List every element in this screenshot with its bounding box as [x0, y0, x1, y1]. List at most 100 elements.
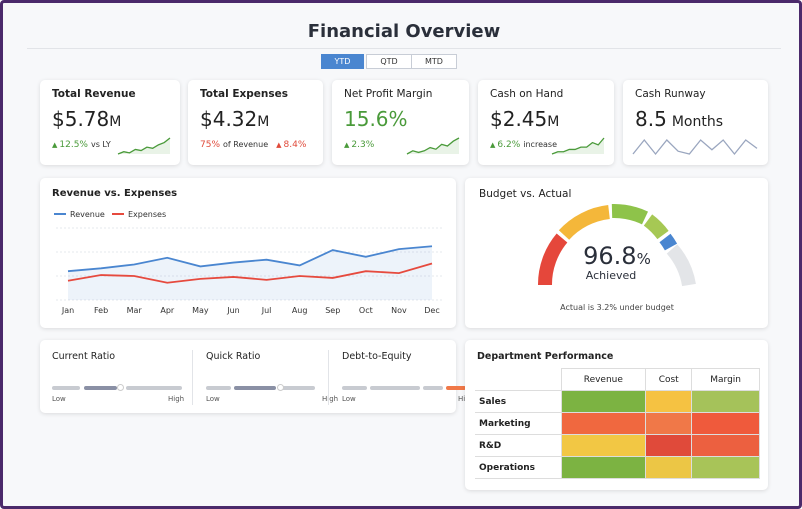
gauge-value: 96.8% — [583, 242, 651, 270]
high-label: High — [168, 395, 185, 403]
slider-segment — [280, 386, 315, 390]
divider — [27, 48, 781, 49]
column-header: Margin — [691, 368, 760, 391]
kpi-value: 8.5 Months — [635, 107, 723, 131]
kpi-suffix: M — [109, 114, 122, 130]
kpi-note: vs LY — [90, 140, 111, 149]
slider-knob — [277, 384, 284, 391]
ratio-card: Current Ratio Low High Quick Ratio Low High De… — [40, 340, 474, 413]
kpi-title: Cash Runway — [635, 88, 706, 100]
kpi-card: Total Expenses $4.32M 75% of Revenue ▲ 8.4% — [188, 80, 323, 165]
row-label: Operations — [475, 456, 562, 479]
sparkline-area — [552, 138, 604, 154]
kpi-value: $4.32M — [200, 107, 269, 131]
arrow: ▲ — [490, 141, 496, 149]
heat-cell — [560, 434, 647, 457]
heat-cell — [691, 412, 760, 435]
kpi-title: Total Expenses — [200, 88, 289, 100]
sparkline — [117, 137, 171, 155]
x-tick-label: Jan — [61, 306, 74, 315]
page-title: Financial Overview — [307, 21, 501, 42]
slider-segment — [423, 386, 443, 390]
kpi-suffix: M — [547, 114, 560, 130]
slider-segment — [234, 386, 276, 390]
kpi-change: 75% of Revenue ▲ 8.4% — [200, 140, 306, 150]
corner — [475, 369, 561, 391]
slider-segment — [370, 386, 420, 390]
slider-segment — [126, 386, 182, 390]
series-line — [67, 262, 433, 284]
sparkline — [551, 137, 605, 155]
x-tick-label: Mar — [127, 306, 143, 315]
x-tick-label: May — [192, 306, 209, 315]
kpi-card: Total Revenue $5.78M ▲ 12.5% vs LY — [40, 80, 180, 165]
line-card: Revenue vs. Expenses Revenue Expenses Jan F… — [40, 178, 456, 328]
heat-cell — [645, 412, 693, 435]
heat-cell — [691, 434, 760, 457]
heat-cell — [645, 456, 693, 479]
sparkline-line — [551, 137, 605, 155]
ratio-title: Quick Ratio — [206, 351, 261, 362]
x-tick-label: Jul — [261, 306, 272, 315]
high-label: High — [322, 395, 339, 403]
kpi-value: $2.45M — [490, 107, 559, 131]
heat-cell — [691, 456, 760, 479]
low-label: Low — [52, 395, 66, 403]
slider-segment — [342, 386, 367, 390]
heat-cell — [560, 412, 647, 435]
kpi-title: Total Revenue — [52, 88, 136, 100]
kpi-note: increase — [523, 140, 557, 149]
arrow: ▲ — [52, 141, 58, 149]
legend-label: Expenses — [128, 210, 166, 219]
arrow: ▲ — [344, 141, 350, 149]
x-tick-label: Dec — [424, 306, 439, 315]
row: R&D — [475, 434, 760, 457]
slider-segment — [84, 386, 117, 390]
sparkline — [406, 137, 460, 155]
x-tick-label: Jun — [226, 306, 240, 315]
kpi-value: $5.78M — [52, 107, 121, 131]
department-card: Department Performance Revenue Cost Margin… — [465, 340, 768, 490]
row: Sales — [475, 390, 760, 413]
kpi-title: Net Profit Margin — [344, 88, 433, 100]
kpi-change: ▲ 12.5% vs LY — [52, 140, 111, 150]
tab[interactable]: QTD — [366, 54, 412, 69]
tab[interactable]: YTD — [321, 54, 364, 69]
row-label: Marketing — [475, 412, 562, 435]
low-label: Low — [342, 395, 356, 403]
heatmap: Revenue Cost Margin Sales Marketing R&D Operat… — [475, 368, 760, 479]
slider-segment — [52, 386, 80, 390]
slider-segment — [206, 386, 231, 390]
heat-cell — [560, 456, 647, 479]
sparkline — [632, 138, 758, 156]
kpi-change: ▲ 6.2% increase — [490, 140, 557, 150]
low-label: Low — [206, 395, 220, 403]
row: Marketing — [475, 412, 760, 435]
sparkline-line — [117, 137, 171, 155]
kpi-note: of Revenue — [223, 140, 269, 149]
heat-cell — [645, 434, 693, 457]
ratio-title: Current Ratio — [52, 351, 116, 362]
gauge-status: Achieved — [586, 269, 636, 282]
sparkline-area — [407, 138, 459, 154]
kpi-delta: 8.4% — [283, 140, 307, 150]
kpi-delta: 12.5% — [59, 140, 88, 150]
kpi-delta: 6.2% — [497, 140, 521, 150]
chart-title: Revenue vs. Expenses — [52, 188, 178, 199]
row: Operations — [475, 456, 760, 479]
gauge: 96.8% Achieved Actual is 3.2% under budg… — [537, 204, 696, 312]
x-tick-label: Nov — [391, 306, 407, 315]
x-tick-label: Oct — [359, 306, 373, 315]
ratio-title: Debt-to-Equity — [342, 351, 412, 362]
slider-knob — [117, 384, 124, 391]
kpi-suffix: M — [257, 114, 270, 130]
kpi-number: 15.6% — [344, 107, 408, 131]
kpi-number: $2.45 — [490, 107, 548, 131]
x-tick-label: Feb — [94, 306, 108, 315]
legend-label: Revenue — [70, 210, 105, 219]
arrow: ▲ — [276, 141, 282, 149]
kpi-suffix: Months — [671, 114, 723, 130]
tab[interactable]: MTD — [411, 54, 457, 69]
slider-segment — [446, 386, 466, 390]
gauge-arc — [537, 204, 696, 287]
